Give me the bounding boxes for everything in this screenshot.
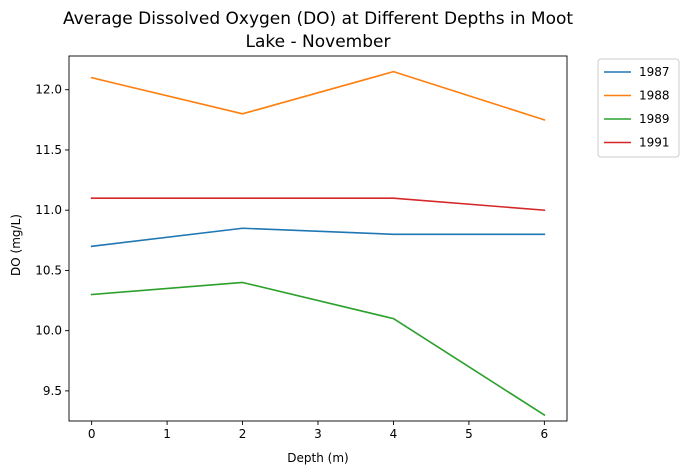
y-tick-label: 9.5 (43, 384, 62, 398)
x-tick-label: 4 (390, 427, 398, 441)
axes-frame (68, 55, 568, 422)
x-tick-label: 2 (239, 427, 247, 441)
y-tick-label: 11.5 (35, 143, 62, 157)
x-tick-label: 1 (163, 427, 171, 441)
x-tick-label: 0 (88, 427, 96, 441)
legend: 1987 1988 1989 1991 (597, 58, 680, 158)
series-line-1987 (90, 227, 546, 248)
y-tick-label: 12.0 (35, 83, 62, 97)
plot-area: 0 1 2 3 4 5 6 9.5 10.0 10.5 11.0 11.5 12.0 (35, 55, 568, 441)
legend-label-1989: 1989 (639, 112, 670, 126)
x-tick-label: 6 (541, 427, 549, 441)
x-tick-label: 5 (465, 427, 473, 441)
legend-label-1987: 1987 (639, 65, 670, 79)
y-axis-label: DO (mg/L) (9, 214, 23, 276)
series-line-1988 (90, 70, 546, 121)
legend-label-1988: 1988 (639, 89, 670, 103)
y-tick-label: 10.0 (35, 324, 62, 338)
x-axis-label: Depth (m) (287, 451, 348, 465)
chart-title-line-1: Average Dissolved Oxygen (DO) at Differe… (63, 9, 573, 29)
legend-label-1991: 1991 (639, 136, 670, 150)
series-line-1991 (90, 197, 546, 212)
y-tick-label: 10.5 (35, 263, 62, 277)
x-tick-label: 3 (314, 427, 322, 441)
series-line-1989 (90, 281, 546, 417)
y-tick-label: 11.0 (35, 203, 62, 217)
chart-title-line-2: Lake - November (246, 32, 391, 52)
legend-box (597, 58, 680, 158)
